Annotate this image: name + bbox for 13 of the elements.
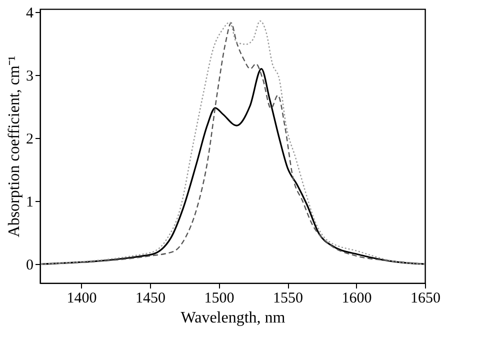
x-tick-label: 1650 bbox=[410, 290, 440, 306]
y-tick-label: 0 bbox=[26, 258, 34, 274]
x-tick-label: 1600 bbox=[342, 290, 372, 306]
x-tick-label: 1500 bbox=[204, 290, 234, 306]
x-tick-label: 1550 bbox=[273, 290, 303, 306]
x-tick-label: 1450 bbox=[136, 290, 166, 306]
x-tick-label: 1400 bbox=[66, 290, 97, 306]
y-tick-label: 4 bbox=[26, 6, 34, 22]
x-axis-title: Wavelength, nm bbox=[180, 310, 286, 326]
y-tick-label: 3 bbox=[26, 68, 34, 85]
y-tick-label: 2 bbox=[26, 132, 34, 148]
y-tick-label: 1 bbox=[26, 194, 34, 211]
y-axis-title: Absorption coefficient, cm⁻¹ bbox=[6, 56, 23, 238]
